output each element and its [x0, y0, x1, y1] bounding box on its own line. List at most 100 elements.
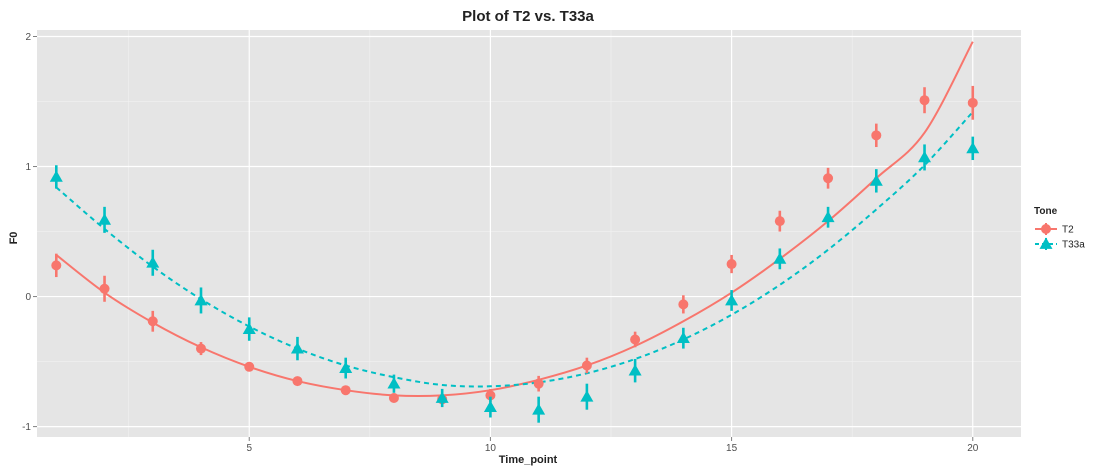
data-point-t2 [726, 254, 737, 274]
marker-t33a [580, 390, 594, 402]
marker-t33a [725, 293, 739, 306]
marker-t2 [919, 95, 930, 106]
legend-item-t2: T2 [1035, 223, 1074, 236]
data-point-t33a [725, 290, 739, 311]
data-point-t2 [823, 167, 834, 189]
marker-t2 [678, 299, 689, 310]
data-point-t2 [630, 331, 641, 348]
legend: Tone T2 T33a [1034, 206, 1085, 251]
marker-t2 [726, 259, 737, 270]
y-tick-label: 1 [25, 162, 31, 173]
marker-t33a [242, 322, 256, 334]
data-points [49, 85, 980, 423]
marker-t33a [290, 342, 304, 354]
x-axis: 5 10 15 20 [246, 437, 979, 454]
marker-t2 [99, 283, 110, 294]
data-point-t2 [533, 375, 544, 392]
x-axis-title: Time_point [499, 454, 558, 466]
data-point-t33a [966, 136, 980, 161]
marker-t2 [340, 385, 351, 396]
data-point-t2 [581, 357, 592, 374]
data-point-t33a [773, 248, 787, 270]
marker-t33a [146, 256, 160, 268]
marker-t33a [676, 331, 690, 344]
y-tick-label: -1 [22, 422, 31, 433]
data-point-t33a [676, 327, 690, 349]
marker-t33a [918, 150, 932, 163]
marker-t2 [485, 390, 496, 401]
data-point-t33a [49, 165, 63, 189]
marker-t2 [388, 392, 399, 403]
marker-t2 [533, 378, 544, 389]
marker-t2 [823, 173, 834, 184]
marker-t33a [821, 210, 835, 223]
data-point-t2 [196, 342, 206, 356]
data-point-t33a [339, 357, 353, 379]
x-tick-label: 20 [967, 443, 979, 454]
data-point-t2 [774, 210, 785, 232]
y-tick-label: 0 [25, 292, 31, 303]
legend-label-t2: T2 [1062, 225, 1074, 236]
marker-t2 [581, 360, 592, 371]
legend-marker-t2 [1041, 224, 1051, 234]
data-point-t33a [532, 396, 546, 423]
data-point-t2 [147, 310, 158, 332]
fit-lines [55, 41, 974, 398]
data-point-t33a [628, 358, 642, 383]
data-point-t2 [967, 85, 978, 120]
marker-t33a [339, 361, 353, 373]
marker-t2 [967, 97, 978, 108]
marker-t33a [435, 391, 449, 403]
data-point-t2 [51, 253, 62, 278]
marker-t2 [147, 316, 158, 327]
data-point-t2 [388, 392, 399, 403]
data-point-t33a [387, 374, 401, 393]
y-axis: -1 0 1 2 [22, 32, 37, 433]
data-point-t33a [98, 206, 112, 233]
legend-item-t33a: T33a [1035, 237, 1085, 251]
marker-t33a [98, 213, 112, 225]
marker-t33a [966, 141, 980, 154]
fit-line-t2 [55, 41, 974, 398]
data-point-t2 [678, 295, 689, 314]
marker-t33a [49, 170, 63, 182]
x-tick-label: 10 [485, 443, 497, 454]
marker-t2 [774, 216, 785, 227]
data-point-t33a [242, 317, 256, 341]
data-point-t2 [340, 385, 351, 396]
marker-t2 [871, 130, 882, 141]
marker-t33a [483, 400, 497, 412]
data-point-t2 [99, 275, 110, 302]
legend-title: Tone [1034, 206, 1058, 217]
data-point-t33a [483, 396, 497, 418]
x-tick-label: 15 [726, 443, 738, 454]
data-point-t2 [244, 361, 255, 372]
fit-line-t33a [55, 111, 974, 388]
marker-t2 [196, 343, 206, 354]
marker-t2 [244, 361, 255, 372]
plot-panel [37, 30, 1021, 437]
legend-label-t33a: T33a [1062, 240, 1085, 251]
data-point-t33a [821, 206, 835, 228]
data-point-t2 [919, 87, 930, 114]
marker-t33a [628, 364, 642, 376]
legend-marker-t33a [1039, 237, 1053, 249]
data-point-t2 [871, 123, 882, 148]
marker-t2 [51, 260, 62, 271]
marker-t33a [869, 174, 883, 186]
marker-t33a [194, 293, 208, 306]
data-point-t33a [194, 287, 208, 314]
plot-background [37, 30, 1021, 437]
data-point-t2 [292, 376, 303, 387]
marker-t2 [630, 334, 641, 345]
y-axis-title: F0 [8, 232, 20, 245]
marker-t2 [292, 376, 303, 387]
marker-t33a [387, 377, 401, 389]
data-point-t33a [435, 388, 449, 408]
x-tick-label: 5 [246, 443, 252, 454]
chart-title: Plot of T2 vs. T33a [462, 8, 594, 25]
data-point-t33a [290, 336, 304, 361]
data-point-t33a [918, 144, 932, 171]
data-point-t33a [146, 249, 160, 276]
